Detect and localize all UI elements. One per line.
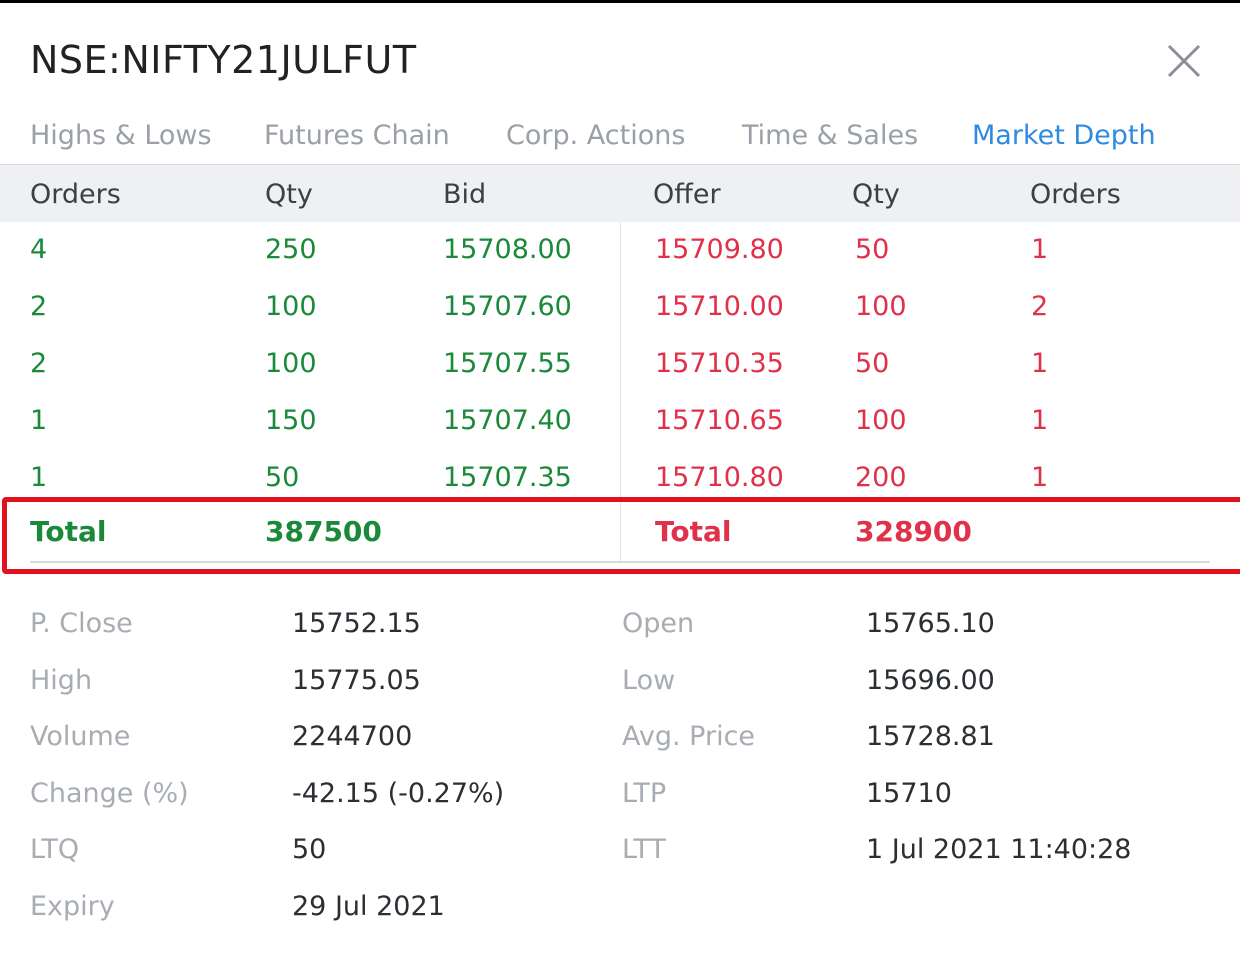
- stat-label-avg-price: Avg. Price: [622, 721, 756, 752]
- bid-price: 15707.35: [443, 462, 572, 493]
- stat-value-open: 15765.10: [866, 608, 995, 639]
- offer-price: 15709.80: [655, 234, 784, 265]
- stat-value-high: 15775.05: [292, 665, 421, 696]
- stat-label-ltp: LTP: [622, 778, 667, 809]
- bid-orders: 4: [30, 234, 48, 265]
- depth-header: Orders Qty Bid Offer Qty Orders: [0, 165, 1240, 222]
- stat-label-open: Open: [622, 608, 695, 639]
- stat-value-change: -42.15 (-0.27%): [292, 778, 505, 809]
- offer-price: 15710.80: [655, 462, 784, 493]
- bid-orders: 1: [30, 462, 48, 493]
- stat-value-expiry: 29 Jul 2021: [292, 891, 445, 922]
- offer-qty: 100: [855, 405, 907, 436]
- depth-row: 1 150 15707.40 15710.65 100 1: [0, 393, 1240, 450]
- offer-qty: 200: [855, 462, 907, 493]
- tab-highs-lows[interactable]: Highs & Lows: [30, 120, 212, 151]
- offer-price: 15710.00: [655, 291, 784, 322]
- depth-row: 2 100 15707.60 15710.00 100 2: [0, 279, 1240, 336]
- quote-stats: P. Close 15752.15 Open 15765.10 High 157…: [0, 600, 1240, 940]
- depth-row: 1 50 15707.35 15710.80 200 1: [0, 450, 1240, 507]
- stat-label-low: Low: [622, 665, 676, 696]
- stat-label-change: Change (%): [30, 778, 189, 809]
- stat-value-low: 15696.00: [866, 665, 995, 696]
- offer-price: 15710.35: [655, 348, 784, 379]
- offer-qty: 100: [855, 291, 907, 322]
- stat-value-ltp: 15710: [866, 778, 952, 809]
- column-header-offer-qty: Qty: [852, 179, 900, 210]
- offer-total-value: 328900: [855, 515, 972, 548]
- totals-highlight-box: [2, 497, 1240, 574]
- close-icon: [1167, 44, 1201, 78]
- stat-value-avg-price: 15728.81: [866, 721, 995, 752]
- column-header-bid: Bid: [443, 179, 487, 210]
- bid-qty: 50: [265, 462, 300, 493]
- offer-orders: 1: [1031, 348, 1049, 379]
- stat-value-ltt: 1 Jul 2021 11:40:28: [866, 834, 1132, 865]
- depth-row: 4 250 15708.00 15709.80 50 1: [0, 222, 1240, 279]
- bid-offer-divider: [620, 222, 621, 563]
- offer-orders: 1: [1031, 234, 1049, 265]
- tab-corp-actions[interactable]: Corp. Actions: [506, 120, 686, 151]
- instrument-title: NSE:NIFTY21JULFUT: [30, 38, 417, 82]
- column-header-offer-orders: Orders: [1030, 179, 1121, 210]
- offer-orders: 2: [1031, 291, 1049, 322]
- tab-bar: Highs & Lows Futures Chain Corp. Actions…: [0, 110, 1240, 165]
- stat-label-expiry: Expiry: [30, 891, 115, 922]
- column-header-bid-orders: Orders: [30, 179, 121, 210]
- offer-price: 15710.65: [655, 405, 784, 436]
- depth-row: 2 100 15707.55 15710.35 50 1: [0, 336, 1240, 393]
- bid-total-label: Total: [30, 515, 107, 548]
- bid-price: 15707.55: [443, 348, 572, 379]
- tab-time-sales[interactable]: Time & Sales: [742, 120, 919, 151]
- bid-orders: 2: [30, 291, 48, 322]
- stat-label-p-close: P. Close: [30, 608, 133, 639]
- close-button[interactable]: [1160, 40, 1208, 84]
- stat-label-ltq: LTQ: [30, 834, 80, 865]
- top-border: [0, 0, 1240, 3]
- bid-qty: 100: [265, 291, 317, 322]
- depth-table-body: 4 250 15708.00 15709.80 50 1 2 100 15707…: [0, 222, 1240, 563]
- column-header-offer: Offer: [653, 179, 721, 210]
- bid-orders: 1: [30, 405, 48, 436]
- totals-divider: [30, 561, 1210, 563]
- tab-futures-chain[interactable]: Futures Chain: [264, 120, 450, 151]
- tab-market-depth[interactable]: Market Depth: [972, 120, 1156, 151]
- bid-price: 15707.40: [443, 405, 572, 436]
- bid-qty: 150: [265, 405, 317, 436]
- stat-label-volume: Volume: [30, 721, 131, 752]
- offer-qty: 50: [855, 348, 890, 379]
- stat-label-high: High: [30, 665, 93, 696]
- offer-orders: 1: [1031, 462, 1049, 493]
- bid-qty: 250: [265, 234, 317, 265]
- bid-qty: 100: [265, 348, 317, 379]
- offer-total-label: Total: [655, 515, 732, 548]
- bid-price: 15708.00: [443, 234, 572, 265]
- bid-orders: 2: [30, 348, 48, 379]
- offer-qty: 50: [855, 234, 890, 265]
- bid-price: 15707.60: [443, 291, 572, 322]
- stat-value-volume: 2244700: [292, 721, 413, 752]
- stat-label-ltt: LTT: [622, 834, 666, 865]
- stat-value-p-close: 15752.15: [292, 608, 421, 639]
- offer-orders: 1: [1031, 405, 1049, 436]
- bid-total-value: 387500: [265, 515, 382, 548]
- column-header-bid-qty: Qty: [265, 179, 313, 210]
- totals-row: Total 387500 Total 328900: [0, 505, 1240, 563]
- stat-value-ltq: 50: [292, 834, 327, 865]
